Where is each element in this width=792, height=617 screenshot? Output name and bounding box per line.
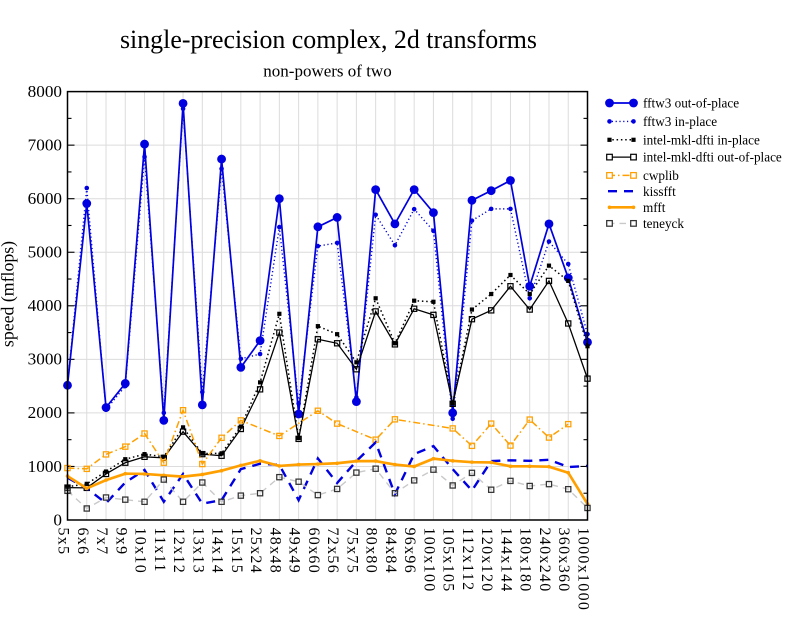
svg-text:84x84: 84x84: [382, 528, 399, 575]
svg-text:9x9: 9x9: [112, 528, 129, 556]
svg-text:10x10: 10x10: [132, 528, 149, 575]
svg-text:5000: 5000: [28, 243, 62, 262]
svg-text:6000: 6000: [28, 189, 62, 208]
svg-text:75x75: 75x75: [343, 528, 360, 575]
svg-text:8000: 8000: [28, 82, 62, 101]
svg-text:105x105: 105x105: [440, 528, 457, 593]
svg-text:80x80: 80x80: [363, 528, 380, 575]
svg-text:180x180: 180x180: [517, 528, 534, 593]
svg-text:48x48: 48x48: [266, 528, 283, 575]
svg-text:4000: 4000: [28, 296, 62, 315]
svg-text:2000: 2000: [28, 403, 62, 422]
svg-text:96x96: 96x96: [401, 528, 418, 575]
svg-text:112x112: 112x112: [459, 528, 476, 592]
svg-text:mfft: mfft: [643, 200, 666, 215]
svg-text:6x6: 6x6: [74, 528, 91, 556]
svg-text:49x49: 49x49: [286, 528, 303, 575]
svg-text:25x24: 25x24: [247, 528, 264, 575]
svg-text:intel-mkl-dfti out-of-place: intel-mkl-dfti out-of-place: [643, 150, 782, 165]
svg-text:240x240: 240x240: [536, 528, 553, 593]
svg-text:non-powers of two: non-powers of two: [263, 62, 391, 81]
svg-text:12x12: 12x12: [170, 528, 187, 575]
svg-text:15x15: 15x15: [228, 528, 245, 575]
svg-text:144x144: 144x144: [497, 528, 514, 593]
svg-text:1000: 1000: [28, 457, 62, 476]
svg-text:kissfft: kissfft: [643, 184, 676, 199]
svg-text:360x360: 360x360: [555, 528, 572, 593]
svg-text:cwplib: cwplib: [643, 168, 679, 183]
svg-text:72x56: 72x56: [324, 528, 341, 575]
svg-text:1000x1000: 1000x1000: [575, 528, 592, 612]
svg-text:5x5: 5x5: [55, 528, 72, 556]
svg-text:14x14: 14x14: [209, 528, 226, 575]
svg-text:11x11: 11x11: [151, 528, 168, 573]
svg-text:13x13: 13x13: [189, 528, 206, 575]
svg-text:7000: 7000: [28, 135, 62, 154]
svg-text:fftw3 in-place: fftw3 in-place: [643, 114, 717, 129]
svg-text:3000: 3000: [28, 350, 62, 369]
svg-text:single-precision complex, 2d t: single-precision complex, 2d transforms: [120, 25, 537, 54]
svg-text:100x100: 100x100: [420, 528, 437, 593]
svg-text:fftw3 out-of-place: fftw3 out-of-place: [643, 96, 739, 111]
svg-text:teneyck: teneyck: [643, 216, 684, 231]
svg-text:60x60: 60x60: [305, 528, 322, 575]
svg-text:0: 0: [53, 510, 62, 529]
svg-text:120x120: 120x120: [478, 528, 495, 593]
svg-text:intel-mkl-dfti in-place: intel-mkl-dfti in-place: [643, 132, 760, 147]
svg-text:7x7: 7x7: [93, 528, 110, 556]
svg-text:speed (mflops): speed (mflops): [0, 241, 19, 347]
